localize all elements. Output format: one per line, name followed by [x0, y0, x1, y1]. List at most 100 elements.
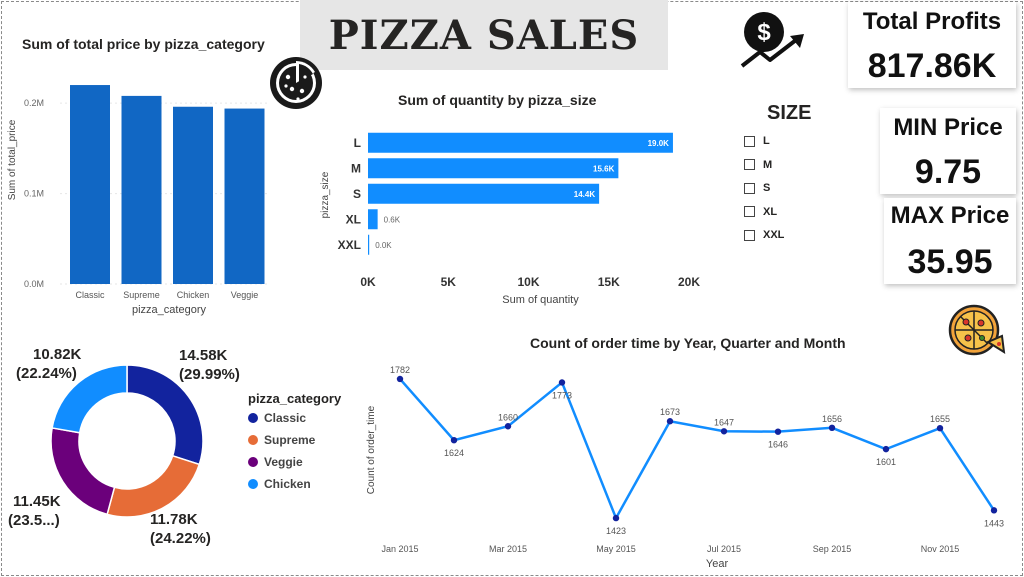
- legend-swatch: [248, 457, 258, 467]
- checkbox[interactable]: [744, 206, 755, 217]
- data-point: [396, 375, 404, 383]
- bar-supreme: [121, 95, 162, 284]
- y-tick-label: XXL: [338, 238, 361, 252]
- bar-l: [368, 132, 673, 153]
- checkbox[interactable]: [744, 229, 755, 241]
- kpi-value: 35.95: [907, 243, 993, 281]
- checkbox[interactable]: [744, 159, 755, 170]
- dollar-growth-icon: $: [740, 12, 804, 68]
- y-tick-label: L: [354, 136, 361, 150]
- y-axis-title: pizza_size: [320, 171, 331, 218]
- donut-slice-chicken: [51, 364, 128, 434]
- x-tick-label: Jan 2015: [381, 544, 418, 554]
- legend-item-classic[interactable]: Classic: [248, 407, 315, 429]
- donut-label-veggie: 11.45K (23.5...): [8, 492, 61, 530]
- legend-swatch: [248, 435, 258, 445]
- x-tick-label: Mar 2015: [489, 544, 527, 554]
- legend-swatch: [248, 479, 258, 489]
- data-label: 1624: [444, 448, 464, 458]
- svg-text:$: $: [757, 19, 771, 46]
- data-label: 1646: [768, 440, 788, 450]
- data-label: 1443: [984, 518, 1004, 528]
- data-label: 1660: [498, 412, 518, 422]
- data-point: [504, 423, 512, 430]
- data-label: 1656: [822, 414, 842, 424]
- max-price-card: MAX Price 35.95: [884, 198, 1016, 284]
- y-tick-label: S: [353, 187, 361, 201]
- bar-xl: [368, 209, 378, 230]
- bar-xxl: [368, 234, 370, 255]
- y-axis-title: Count of order_time: [366, 405, 377, 494]
- data-point: [558, 379, 566, 386]
- data-label: 1423: [606, 526, 626, 536]
- data-label: 1655: [930, 414, 950, 424]
- x-tick-label: 0K: [360, 275, 376, 289]
- slice-percent-label: (24.22%): [150, 530, 211, 547]
- donut-label-classic: 14.58K (29.99%): [179, 346, 240, 384]
- legend-label: Classic: [264, 411, 307, 425]
- category-donut-chart[interactable]: [40, 356, 220, 536]
- slicer-option-xl[interactable]: XL: [744, 204, 784, 220]
- slicer-option-s[interactable]: S: [744, 180, 784, 196]
- data-label: 19.0K: [648, 139, 670, 148]
- legend-swatch: [248, 413, 258, 423]
- data-point: [774, 428, 782, 435]
- slicer-option-label: XL: [763, 205, 778, 218]
- slice-percent-label: (23.5...): [8, 512, 60, 529]
- category-chart-title: Sum of total price by pizza_category: [22, 36, 265, 52]
- data-label: 1773: [552, 390, 572, 400]
- data-point: [666, 418, 674, 425]
- bar-veggie: [224, 108, 265, 284]
- legend-item-supreme[interactable]: Supreme: [248, 429, 315, 451]
- data-point: [450, 437, 458, 444]
- kpi-value: 817.86K: [867, 47, 997, 85]
- min-price-card: MIN Price 9.75: [880, 108, 1016, 194]
- legend-label: Supreme: [264, 433, 316, 447]
- data-label: 15.6K: [593, 164, 615, 173]
- x-axis-title: pizza_category: [132, 304, 206, 316]
- x-tick-label: Sep 2015: [813, 544, 852, 554]
- size-chart-title: Sum of quantity by pizza_size: [398, 92, 597, 108]
- bar-classic: [70, 85, 110, 284]
- x-axis-title: Sum of quantity: [502, 294, 579, 306]
- slicer-option-xxl[interactable]: XXL: [744, 227, 784, 243]
- pizza-slices-icon: [948, 304, 1006, 356]
- slicer-option-l[interactable]: L: [744, 133, 784, 149]
- donut-legend-title: pizza_category: [248, 391, 342, 406]
- data-label: 0.6K: [384, 215, 401, 224]
- data-point: [828, 424, 836, 431]
- order-time-line-chart[interactable]: 1782 1624 1660 1773 1423 1673 1647 1646 1656 1601…: [358, 352, 1008, 574]
- checkbox[interactable]: [744, 135, 755, 147]
- bar-s: [368, 183, 600, 204]
- order-time-chart-title: Count of order time by Year, Quarter and…: [530, 335, 846, 351]
- slice-value-label: 11.78K: [150, 511, 198, 528]
- data-label: 14.4K: [574, 190, 596, 199]
- x-tick-label: Jul 2015: [707, 544, 741, 554]
- data-point: [720, 428, 728, 435]
- legend-item-chicken[interactable]: Chicken: [248, 473, 315, 495]
- legend-label: Chicken: [264, 477, 311, 491]
- slicer-option-label: S: [763, 182, 771, 194]
- bar-m: [368, 158, 619, 179]
- kpi-label: MAX Price: [890, 202, 1010, 229]
- page-title: PIZZA SALES: [300, 0, 668, 70]
- x-tick-label: Classic: [75, 290, 105, 300]
- slicer-option-m[interactable]: M: [744, 157, 784, 173]
- size-bar-chart[interactable]: L 19.0K M 15.6K S 14.4K XL 0.6K XXL 0.0K 0K 5K 10K 15…: [312, 110, 722, 310]
- category-bar-chart[interactable]: 0.0M 0.1M 0.2M Classic Supreme Chicken Veggie p…: [0, 56, 290, 318]
- data-label: 1647: [714, 417, 734, 427]
- data-point: [990, 507, 998, 514]
- checkbox[interactable]: [744, 182, 755, 194]
- series-line: [399, 378, 996, 521]
- y-tick-label: M: [351, 161, 361, 175]
- legend-item-veggie[interactable]: Veggie: [248, 451, 315, 473]
- data-label: 1782: [390, 365, 410, 375]
- slice-value-label: 11.45K: [13, 493, 61, 510]
- slicer-option-label: L: [763, 135, 770, 147]
- x-tick-label: Chicken: [177, 290, 210, 300]
- y-axis-title: Sum of total_price: [7, 119, 18, 200]
- x-tick-label: 10K: [517, 275, 539, 289]
- slicer-option-label: M: [763, 158, 773, 171]
- donut-slice-supreme: [106, 454, 201, 518]
- slicer-option-label: XXL: [763, 229, 785, 241]
